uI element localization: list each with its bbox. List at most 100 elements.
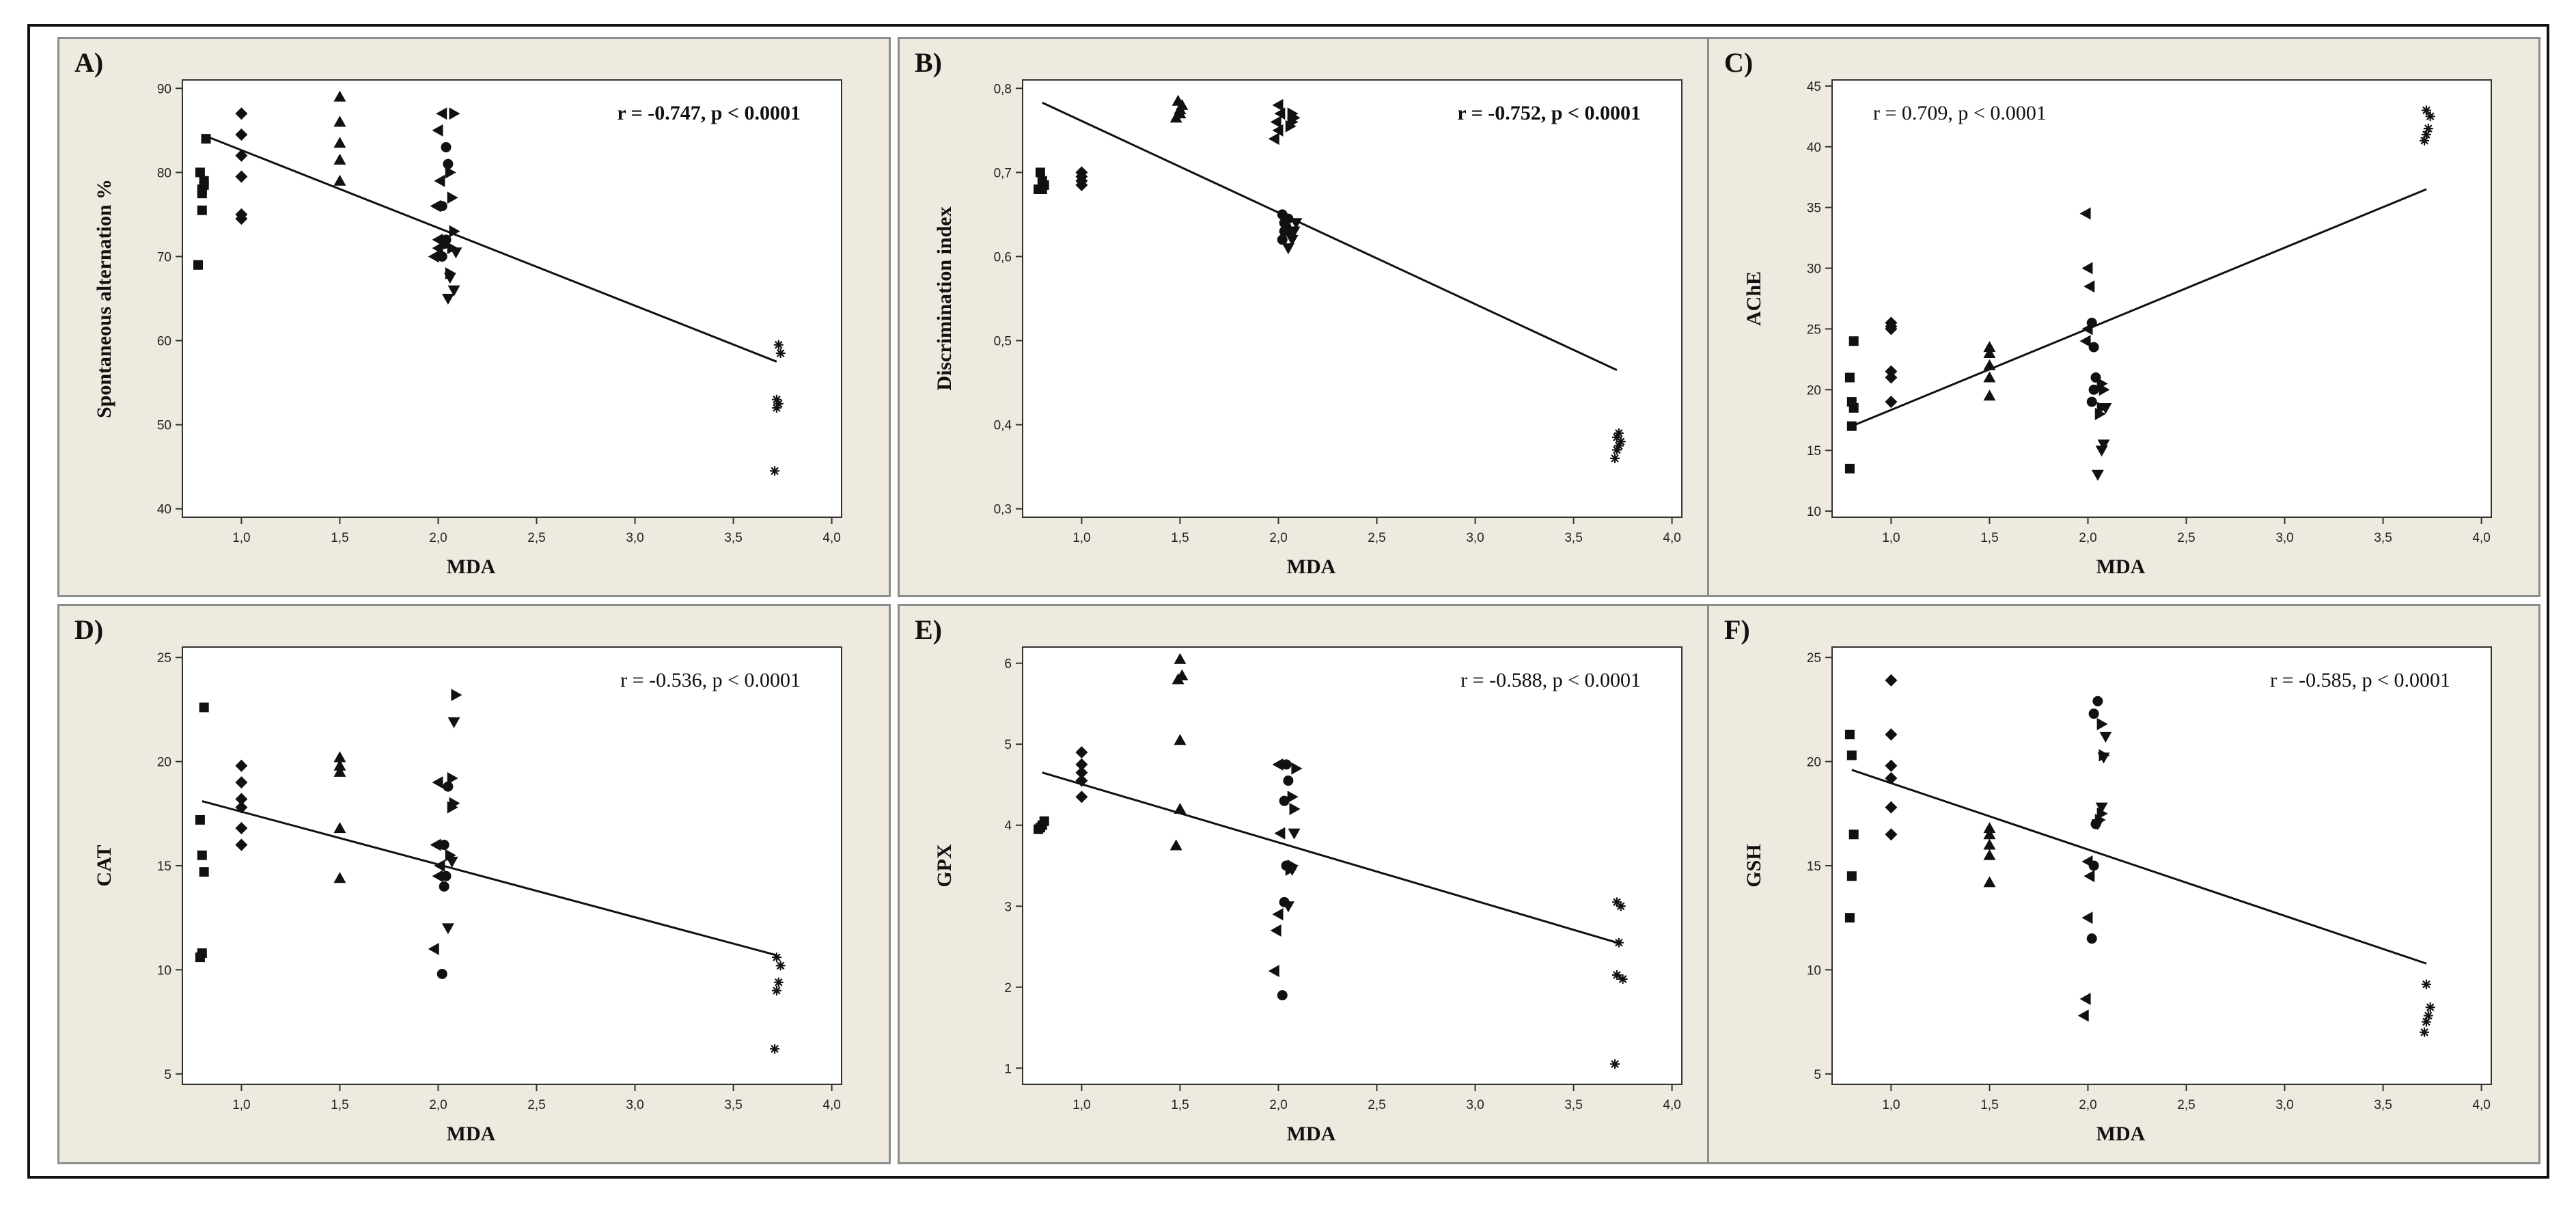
data-point-circle — [437, 968, 447, 979]
data-point-star — [2423, 1011, 2433, 1021]
data-point-square — [199, 867, 209, 877]
data-point-diamond — [1075, 791, 1088, 804]
regression-line — [202, 800, 777, 957]
data-point-triangle-down — [447, 285, 460, 297]
data-point-star — [770, 1044, 780, 1054]
data-point-triangle-right — [1287, 107, 1299, 120]
data-point-triangle-left — [2083, 870, 2095, 883]
x-tick-label: 2,5 — [527, 531, 545, 545]
data-point-square — [1846, 871, 1857, 881]
x-tick-label: 4,0 — [2472, 531, 2490, 545]
y-tick-label: 25 — [157, 651, 171, 665]
chart-a: A) 1,0 1,5 2,0 2,5 3,0 3,5 4,0 40 50 60 70 80 90 MDA Sp… — [74, 47, 842, 578]
data-point-circle — [437, 251, 447, 262]
data-point-diamond — [235, 149, 248, 162]
data-point-triangle-left — [1268, 965, 1279, 978]
figure-frame: A) 1,0 1,5 2,0 2,5 3,0 3,5 4,0 40 50 60 70 80 90 MDA Sp… — [27, 24, 2549, 1179]
data-point-star — [775, 961, 786, 971]
data-point-triangle-down — [2099, 732, 2112, 743]
data-point-circle — [1279, 795, 1290, 806]
data-point-triangle-left — [1272, 98, 1284, 111]
plot-area — [1831, 646, 2492, 1085]
data-point-diamond — [1885, 320, 1898, 333]
x-axis-title: MDA — [2096, 555, 2146, 578]
panel-d: D) 1,0 1,5 2,0 2,5 3,0 3,5 4,0 5 10 15 20 25 MDA CAT r … — [57, 604, 891, 1164]
data-point-triangle-down — [1286, 864, 1299, 876]
y-tick-label: 70 — [157, 250, 171, 264]
data-point-circle — [2086, 933, 2097, 944]
data-point-triangle — [1174, 653, 1187, 664]
data-point-triangle — [333, 765, 346, 777]
y-tick-label: 40 — [157, 503, 171, 517]
data-point-diamond — [235, 107, 248, 120]
data-point-triangle-right — [451, 689, 462, 702]
data-point-square — [1848, 336, 1859, 346]
data-point-triangle — [1983, 876, 1996, 888]
x-tick-label: 1,5 — [1980, 531, 1998, 545]
plot-area — [1022, 79, 1682, 518]
data-point-triangle-down — [447, 717, 460, 728]
x-tick-label: 1,5 — [1171, 531, 1189, 545]
data-point-circle — [439, 840, 449, 851]
x-tick-label: 2,0 — [2079, 1098, 2096, 1112]
x-tick-label: 3,5 — [1564, 531, 1582, 545]
data-point-triangle — [1174, 734, 1187, 745]
y-tick-label: 0,5 — [994, 335, 1012, 349]
data-point-triangle-right — [1291, 762, 1303, 775]
y-tick-label: 5 — [1004, 738, 1012, 752]
x-tick-label: 2,5 — [1368, 531, 1385, 545]
plot-area — [182, 646, 842, 1085]
data-point-triangle-down — [1282, 243, 1294, 255]
x-tick-label: 3,5 — [1564, 1098, 1582, 1112]
data-point-triangle-left — [2079, 993, 2091, 1006]
y-axis-title: GPX — [933, 844, 956, 888]
correlation-annotation: r = 0.709, p < 0.0001 — [1873, 102, 2047, 124]
data-point-triangle-left — [2079, 335, 2091, 348]
y-axis-title: CAT — [93, 845, 115, 886]
data-point-triangle — [1169, 839, 1182, 851]
y-tick-label: 0,7 — [994, 166, 1012, 180]
data-point-square — [197, 205, 207, 215]
data-point-star — [1614, 441, 1624, 451]
x-tick-label: 4,0 — [1663, 531, 1680, 545]
data-point-star — [775, 348, 786, 358]
data-point-triangle — [1176, 669, 1189, 681]
data-point-triangle-left — [1270, 924, 1282, 937]
data-point-triangle-left — [434, 860, 445, 872]
data-point-triangle-down — [2097, 439, 2110, 451]
correlation-annotation: r = -0.588, p < 0.0001 — [1460, 669, 1641, 691]
x-tick-label: 1,0 — [232, 1098, 250, 1112]
data-point-diamond — [1075, 166, 1088, 179]
data-point-circle — [443, 159, 454, 169]
data-point-circle — [2088, 384, 2099, 395]
chart-d: D) 1,0 1,5 2,0 2,5 3,0 3,5 4,0 5 10 15 20 25 MDA CAT r … — [74, 614, 842, 1145]
data-point-triangle-right — [449, 107, 460, 120]
data-point-square — [197, 850, 207, 860]
data-point-triangle — [333, 137, 346, 148]
x-tick-label: 2,5 — [1368, 1098, 1385, 1112]
data-point-triangle-down — [441, 294, 454, 305]
data-point-circle — [443, 781, 454, 792]
y-tick-label: 30 — [1807, 262, 1821, 277]
x-tick-label: 2,0 — [1269, 1098, 1287, 1112]
y-tick-label: 80 — [157, 166, 171, 180]
x-tick-label: 1,0 — [1072, 1098, 1090, 1112]
y-tick-label: 60 — [157, 335, 171, 349]
data-point-triangle-down — [1282, 901, 1294, 913]
y-axis-title: AChE — [1743, 271, 1765, 326]
data-point-triangle-down — [1290, 218, 1303, 230]
y-tick-label: 90 — [157, 82, 171, 96]
data-point-square — [1035, 167, 1045, 178]
data-point-circle — [2088, 860, 2099, 871]
data-point-square — [1844, 913, 1855, 923]
data-point-star — [2423, 124, 2433, 134]
data-point-triangle-down — [445, 856, 458, 868]
data-point-square — [195, 167, 205, 178]
data-point-triangle-down — [1284, 230, 1297, 242]
chart-f: F) 1,0 1,5 2,0 2,5 3,0 3,5 4,0 5 10 15 20 25 MDA GSH r … — [1724, 614, 2492, 1145]
data-point-triangle-right — [2096, 807, 2108, 820]
data-point-triangle-left — [430, 838, 441, 851]
chart-c: C) 1,0 1,5 2,0 2,5 3,0 3,5 4,0 10 15 20 25 30 35 40 45 M… — [1724, 47, 2492, 578]
data-point-triangle-right — [2096, 717, 2108, 730]
data-point-star — [1610, 1059, 1620, 1069]
